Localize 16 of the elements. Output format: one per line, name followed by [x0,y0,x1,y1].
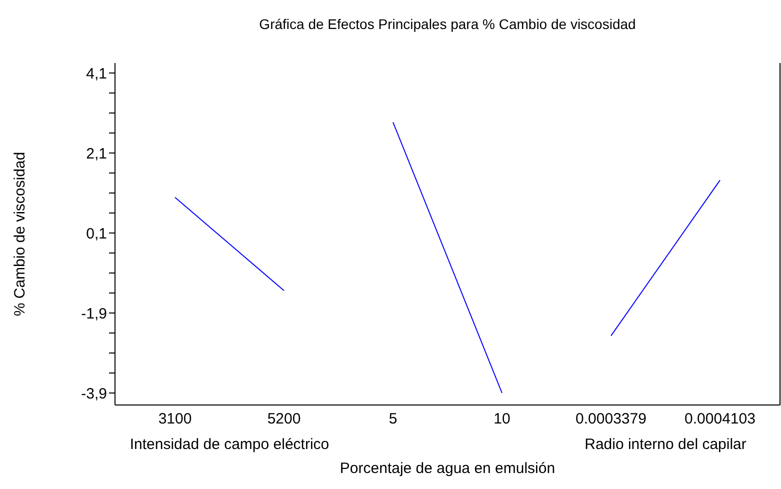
chart-title: Gráfica de Efectos Principales para % Cambio de viscosidad [259,16,636,32]
x-tick-label: 5 [388,410,398,428]
y-tick-label: 2,1 [86,145,107,162]
x-tick-label: 3100 [158,410,192,428]
x-axis-title: Porcentaje de agua en emulsión [340,460,556,477]
x-tick-label: 5200 [267,410,301,428]
y-tick-label: 0,1 [86,225,107,242]
text: Radio interno del capilar [584,436,746,453]
x-tick-label: 10 [494,410,510,428]
text: Intensidad de campo eléctrico [130,436,330,453]
x-tick-label: 0.0004103 [684,410,756,428]
y-tick-label: 4,1 [86,65,107,82]
x-tick-label: 0.0003379 [576,410,646,428]
y-axis-title: % Cambio de viscosidad [12,152,28,316]
y-tick-label: -3,9 [81,385,107,402]
y-tick-label: -1,9 [81,305,107,322]
